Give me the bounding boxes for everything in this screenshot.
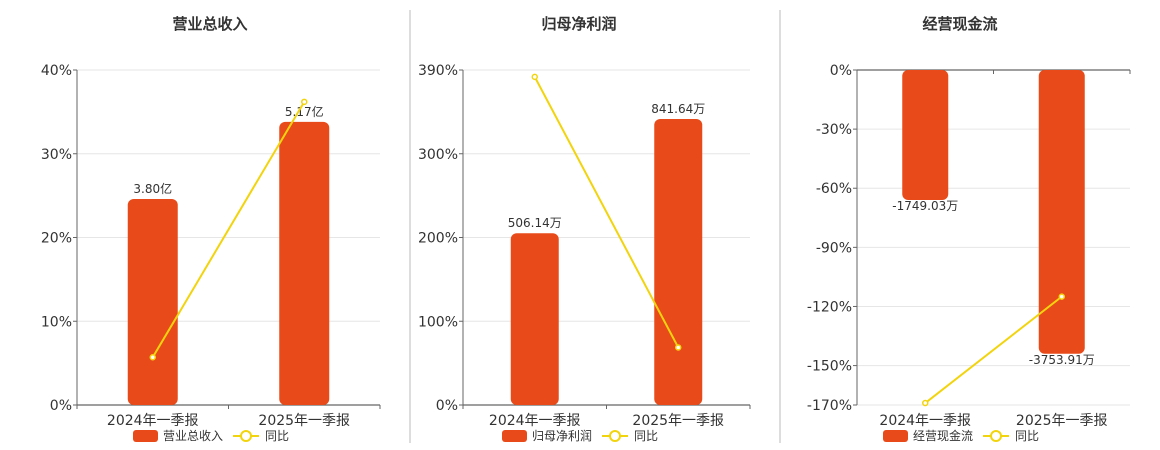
bar-value-label: 3.80亿	[133, 181, 172, 196]
yoy-point	[301, 98, 308, 106]
y-tick-label: 30%	[41, 147, 72, 163]
chart-title: 经营现金流	[922, 15, 997, 33]
bar	[654, 118, 703, 405]
y-tick-label: 20%	[41, 231, 72, 247]
y-tick-label: -30%	[816, 122, 852, 138]
legend-line-marker	[990, 430, 1002, 442]
y-tick-label: 0%	[830, 63, 852, 79]
bar	[510, 233, 559, 405]
y-tick-label: 10%	[41, 314, 72, 330]
legend-bar-label: 营业总收入	[163, 429, 223, 443]
legend: 归母净利润 同比	[502, 429, 658, 443]
legend: 营业总收入 同比	[133, 429, 289, 443]
bar-value-label: 506.14万	[508, 216, 562, 230]
legend-line-label: 同比	[634, 429, 658, 443]
x-category-label: 2024年一季报	[489, 413, 581, 429]
x-category-label: 2025年一季报	[258, 413, 350, 429]
legend-bar-swatch	[502, 430, 527, 442]
bar-value-label: -3753.91万	[1029, 353, 1095, 367]
y-tick-label: 0%	[50, 398, 72, 414]
bar-value-label: -1749.03万	[892, 199, 958, 213]
y-tick-label: 200%	[418, 231, 458, 247]
x-category-label: 2024年一季报	[879, 413, 971, 429]
legend-line-marker	[240, 430, 252, 442]
legend-line-label: 同比	[1015, 429, 1039, 443]
bar-value-label: 5.17亿	[285, 104, 324, 119]
y-tick-label: 390%	[418, 63, 458, 79]
yoy-point	[922, 399, 929, 407]
x-category-label: 2025年一季报	[1016, 413, 1108, 429]
y-tick-label: 40%	[41, 63, 72, 79]
legend-bar-swatch	[133, 430, 158, 442]
yoy-line	[924, 295, 1063, 404]
chart-title: 归母净利润	[541, 15, 616, 33]
legend-line-marker	[609, 430, 621, 442]
x-category-label: 2024年一季报	[107, 413, 199, 429]
net-profit-chart: 归母净利润 390% 300% 200% 100% 0% 2024年一季报 2025年一季报…	[418, 15, 751, 443]
y-tick-label: -60%	[816, 181, 852, 197]
bar-value-label: 841.64万	[651, 102, 705, 116]
yoy-point	[531, 73, 538, 81]
yoy-line	[533, 76, 680, 348]
operating-cashflow-chart: 经营现金流 0% -30% -60% -90% -120% -150% -170% 2024年…	[807, 15, 1131, 443]
y-tick-label: -170%	[807, 398, 852, 414]
y-tick-label: 100%	[418, 314, 458, 330]
revenue-chart: 营业总收入 40% 30% 20% 10% 0% 2024年一季报 2025年一季报 3.80…	[41, 15, 381, 443]
y-tick-label: 300%	[418, 147, 458, 163]
yoy-point	[675, 344, 682, 351]
yoy-point	[149, 354, 156, 361]
y-tick-label: -90%	[816, 240, 852, 256]
bar	[1038, 70, 1085, 354]
bar	[902, 70, 949, 201]
legend-bar-label: 归母净利润	[532, 429, 592, 443]
bar	[279, 121, 330, 406]
y-tick-label: -150%	[807, 359, 852, 375]
y-tick-label: 0%	[436, 398, 458, 414]
legend-bar-swatch	[883, 430, 908, 442]
x-category-label: 2025年一季报	[632, 413, 724, 429]
legend: 经营现金流 同比	[883, 428, 1039, 443]
bar	[127, 198, 178, 405]
legend-bar-label: 经营现金流	[913, 428, 973, 443]
yoy-line	[151, 101, 306, 358]
legend-line-label: 同比	[265, 429, 289, 443]
yoy-point	[1058, 293, 1065, 300]
chart-title: 营业总收入	[172, 15, 247, 33]
y-tick-label: -120%	[807, 299, 852, 315]
